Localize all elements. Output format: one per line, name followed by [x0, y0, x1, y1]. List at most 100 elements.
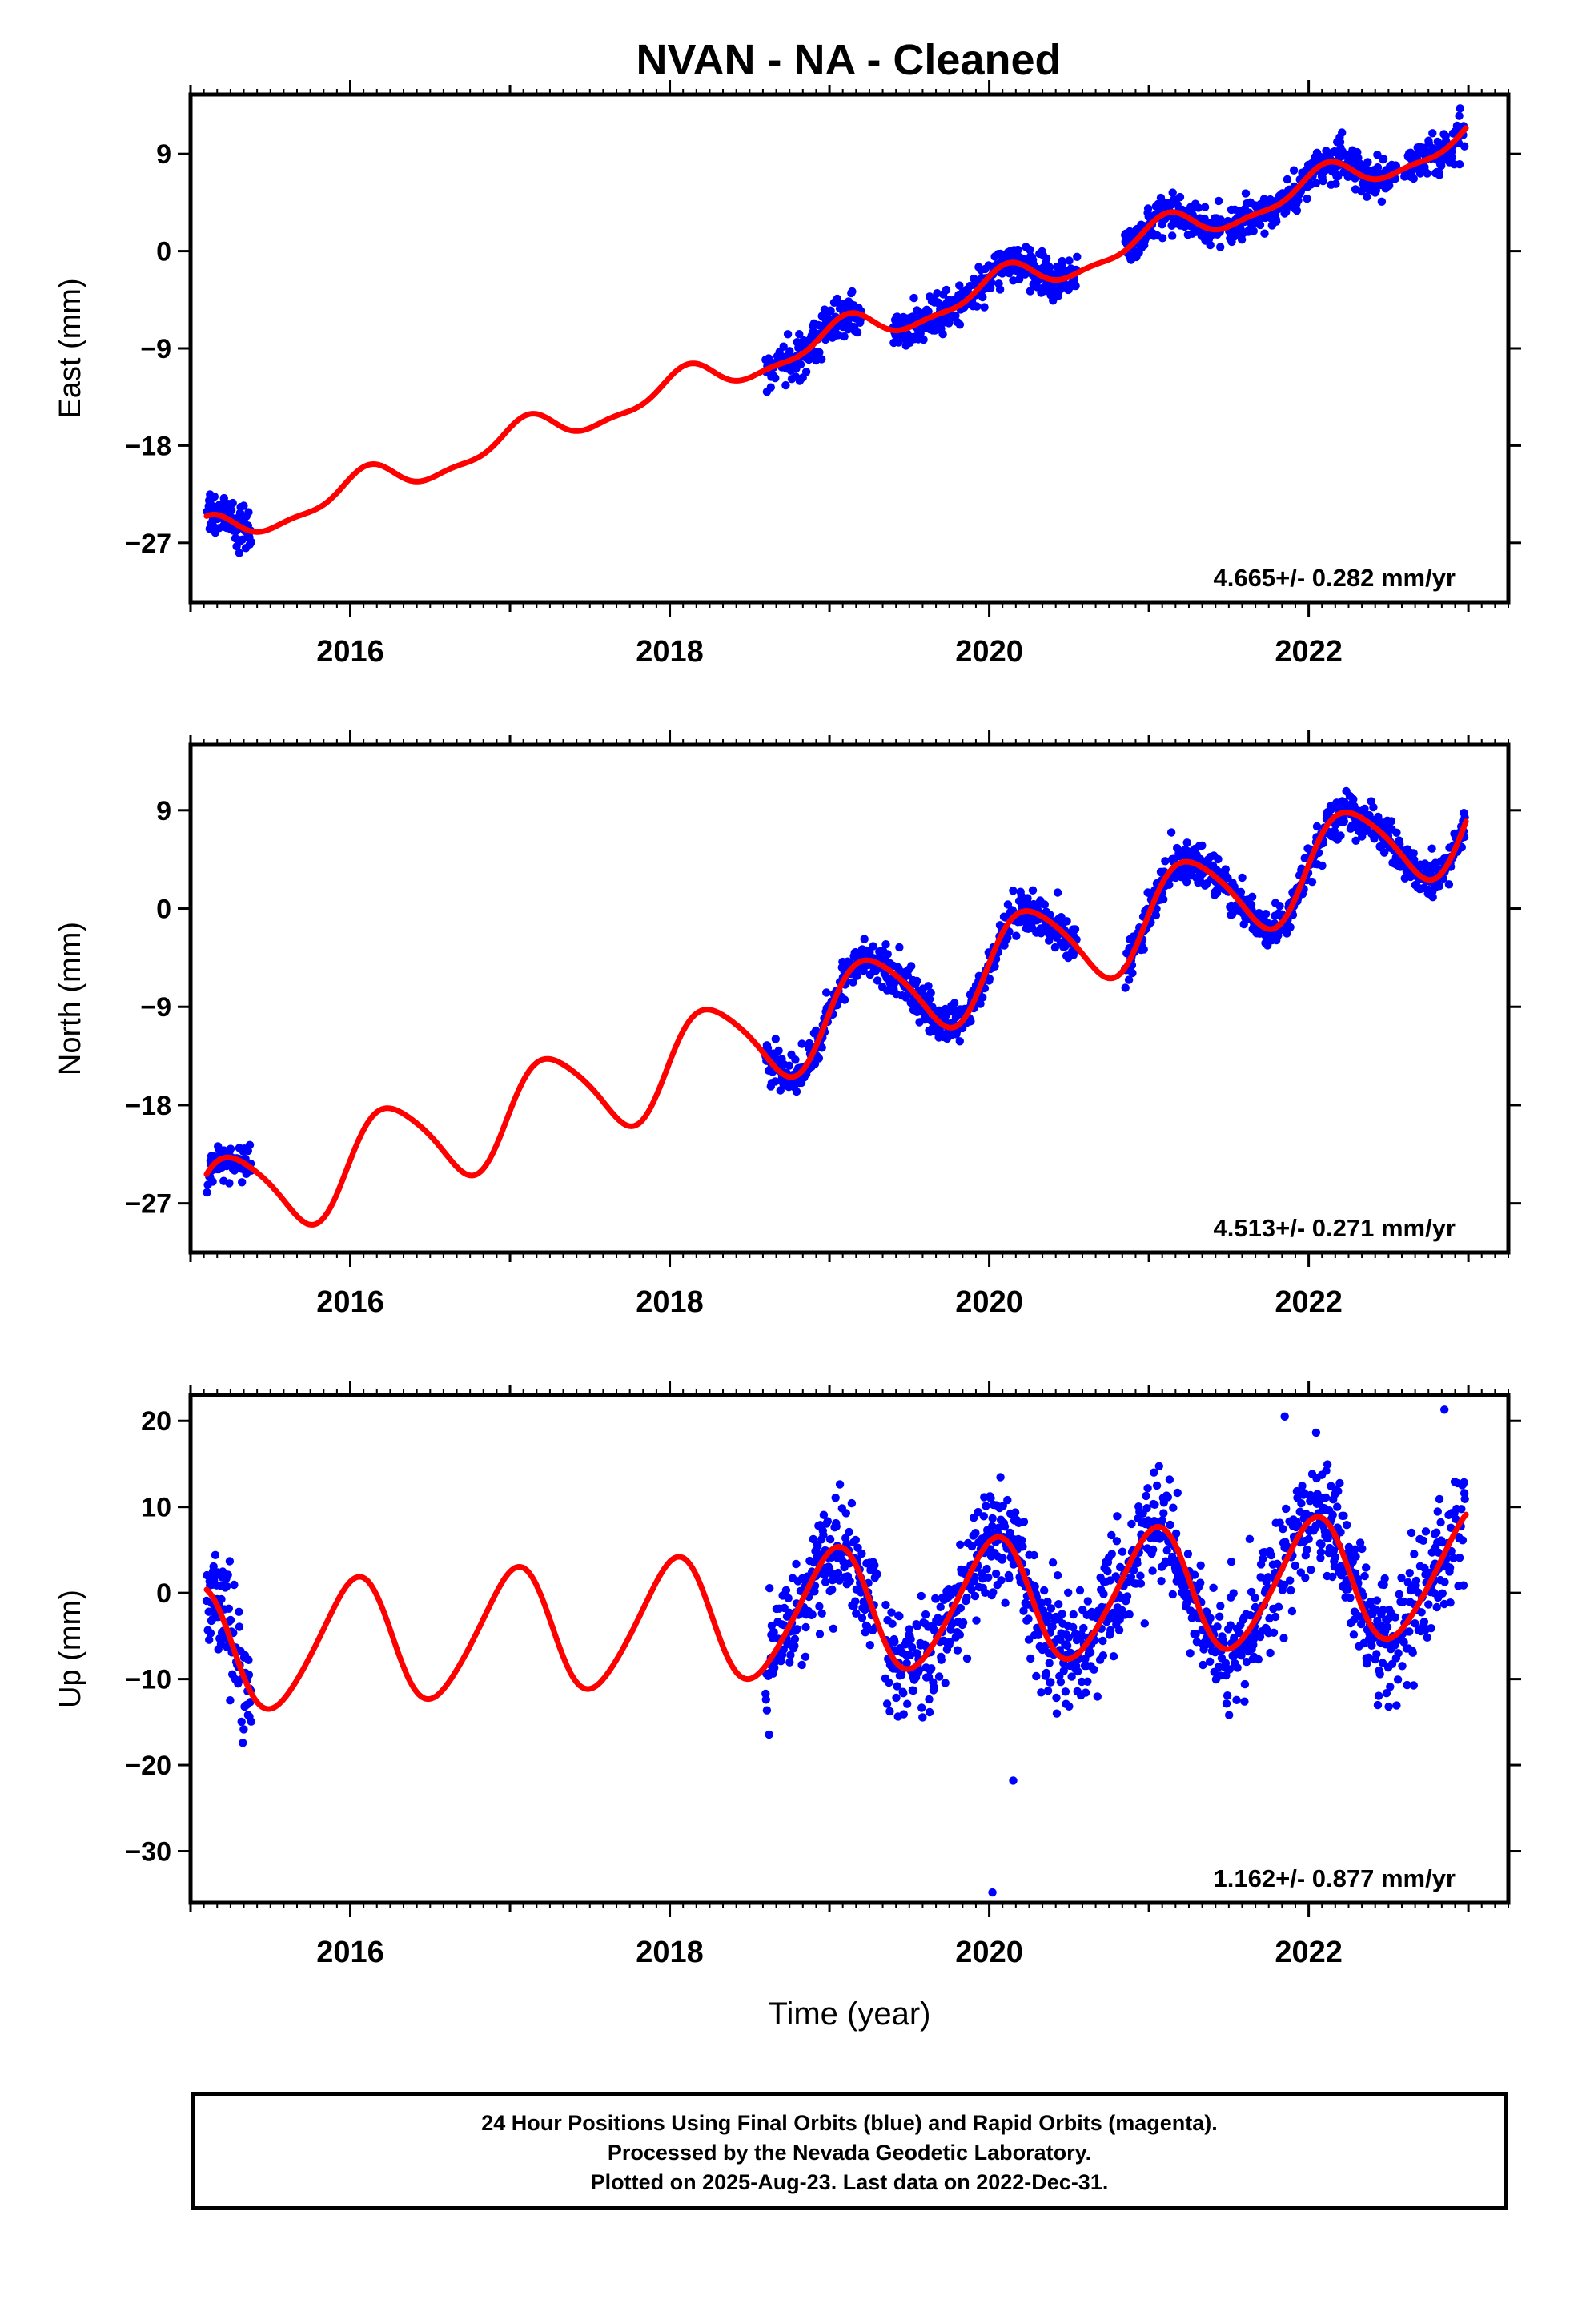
x-tick-label: 2018 — [636, 1936, 704, 1969]
data-point — [235, 549, 244, 557]
data-point — [906, 1634, 915, 1644]
data-point — [1411, 1576, 1421, 1586]
data-point — [1139, 945, 1148, 954]
data-point — [832, 1522, 841, 1531]
data-point — [1275, 902, 1284, 911]
north-y-axis-label: North (mm) — [54, 922, 87, 1076]
x-tick-label: 2018 — [636, 635, 704, 669]
data-point — [958, 1618, 968, 1627]
data-point — [239, 501, 248, 510]
data-point — [1010, 1508, 1020, 1517]
data-point — [1380, 1574, 1389, 1583]
data-point — [1374, 1691, 1383, 1700]
up-data-points — [202, 1405, 1469, 1897]
data-point — [1003, 1495, 1012, 1505]
data-point — [224, 1604, 233, 1614]
data-point — [955, 281, 964, 290]
data-point — [873, 976, 882, 985]
data-point — [848, 287, 857, 296]
data-point — [970, 1591, 980, 1601]
data-point — [1426, 870, 1435, 879]
y-tick-label: −9 — [140, 334, 171, 364]
data-point — [228, 498, 237, 508]
data-point — [1446, 1598, 1455, 1607]
data-point — [208, 1177, 217, 1186]
data-point — [781, 1586, 791, 1595]
data-point — [1046, 1604, 1056, 1613]
data-point — [247, 537, 255, 546]
data-point — [797, 1039, 806, 1048]
y-tick-label: −10 — [125, 1665, 171, 1695]
data-point — [927, 1664, 936, 1673]
data-point — [1297, 1499, 1306, 1508]
data-point — [1196, 1578, 1205, 1587]
footer-line-processing: Processed by the Nevada Geodetic Laborat… — [607, 2141, 1092, 2165]
data-point — [785, 1608, 793, 1618]
x-tick-label: 2016 — [316, 1285, 384, 1319]
data-point — [1300, 854, 1309, 862]
data-point — [1357, 187, 1366, 196]
data-point — [819, 1510, 829, 1519]
data-point — [1334, 1486, 1343, 1496]
data-point — [815, 1602, 824, 1611]
data-point — [841, 1534, 850, 1542]
data-point — [909, 293, 918, 303]
data-point — [1321, 1493, 1331, 1502]
data-point — [1304, 1534, 1313, 1544]
data-point — [1223, 1691, 1232, 1700]
data-point — [861, 1605, 869, 1614]
footer-line-dates: Plotted on 2025-Aug-23. Last data on 202… — [590, 2170, 1109, 2194]
data-point — [1024, 1614, 1033, 1623]
data-point — [1214, 196, 1223, 206]
data-point — [942, 285, 951, 295]
data-point — [1005, 1574, 1014, 1582]
data-point — [1213, 1622, 1222, 1631]
data-point — [1249, 227, 1259, 235]
data-point — [921, 1610, 930, 1619]
data-point — [1373, 151, 1382, 159]
data-point — [966, 1017, 975, 1026]
data-point — [1152, 1481, 1162, 1490]
data-point — [1037, 1688, 1046, 1697]
data-point — [1136, 1571, 1145, 1580]
data-point — [1460, 1494, 1469, 1504]
data-point — [951, 311, 960, 320]
data-point — [1311, 1428, 1321, 1437]
data-point — [1408, 1648, 1417, 1657]
y-tick-label: 9 — [156, 796, 171, 826]
data-point — [817, 1609, 826, 1618]
data-point — [1460, 1478, 1468, 1487]
data-point — [226, 1615, 235, 1625]
data-point — [1298, 1482, 1307, 1490]
data-point — [1169, 1503, 1178, 1512]
data-point — [990, 962, 999, 971]
data-point — [882, 1699, 892, 1708]
data-point — [1209, 1583, 1218, 1593]
data-point — [1107, 1550, 1117, 1558]
data-point — [937, 1655, 946, 1664]
data-point — [1045, 936, 1054, 945]
data-point — [1274, 1602, 1283, 1611]
data-point — [925, 1695, 934, 1704]
data-point — [1387, 817, 1396, 826]
data-point — [885, 1707, 894, 1716]
data-point — [991, 1569, 1001, 1578]
x-tick-label: 2020 — [955, 1285, 1023, 1319]
data-point — [918, 1713, 927, 1722]
data-point — [840, 332, 849, 341]
x-tick-label: 2016 — [316, 1936, 384, 1969]
data-point — [1166, 828, 1176, 837]
data-point — [771, 1035, 780, 1043]
data-point — [1279, 1525, 1287, 1534]
data-point — [1331, 179, 1340, 188]
data-point — [1042, 1668, 1051, 1678]
data-point — [1156, 193, 1166, 203]
data-point — [765, 1730, 773, 1739]
data-point — [847, 1498, 857, 1508]
data-point — [1283, 929, 1291, 938]
data-point — [883, 950, 892, 959]
data-point — [244, 1671, 254, 1679]
data-point — [1435, 882, 1444, 891]
data-point — [903, 1699, 912, 1708]
data-point — [1327, 805, 1335, 814]
